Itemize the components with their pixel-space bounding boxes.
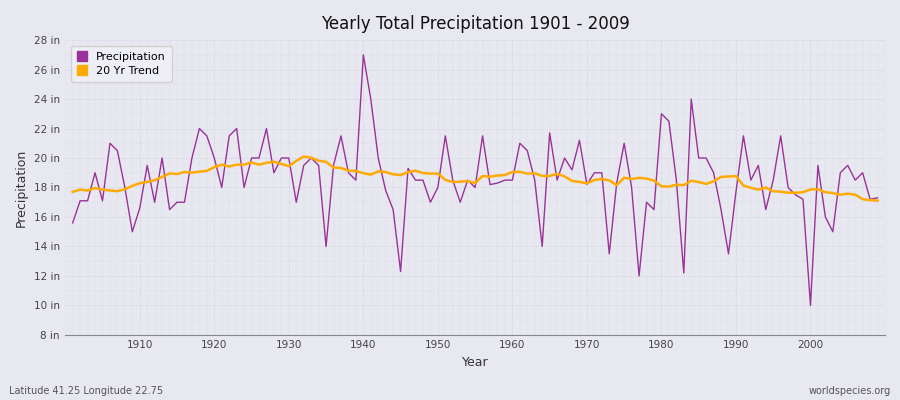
20 Yr Trend (298, 154, 309, 159)
Y-axis label: Precipitation: Precipitation (15, 148, 28, 227)
Precipitation (291, 200, 302, 205)
Text: worldspecies.org: worldspecies.org (809, 386, 891, 396)
20 Yr Trend (872, 198, 883, 203)
Precipitation (507, 178, 517, 182)
Precipitation (127, 229, 138, 234)
Precipitation (336, 134, 346, 138)
20 Yr Trend (604, 178, 615, 183)
Line: Precipitation: Precipitation (73, 55, 878, 306)
Title: Yearly Total Precipitation 1901 - 2009: Yearly Total Precipitation 1901 - 2009 (320, 15, 629, 33)
20 Yr Trend (507, 170, 517, 174)
20 Yr Trend (68, 190, 78, 194)
Legend: Precipitation, 20 Yr Trend: Precipitation, 20 Yr Trend (71, 46, 172, 82)
20 Yr Trend (515, 170, 526, 174)
Precipitation (604, 252, 615, 256)
Precipitation (806, 303, 816, 308)
20 Yr Trend (127, 184, 138, 188)
Line: 20 Yr Trend: 20 Yr Trend (73, 156, 878, 201)
Precipitation (358, 52, 369, 57)
Precipitation (515, 141, 526, 146)
Precipitation (872, 196, 883, 200)
X-axis label: Year: Year (462, 356, 489, 369)
Text: Latitude 41.25 Longitude 22.75: Latitude 41.25 Longitude 22.75 (9, 386, 163, 396)
20 Yr Trend (291, 158, 302, 163)
Precipitation (68, 220, 78, 225)
20 Yr Trend (343, 168, 354, 173)
